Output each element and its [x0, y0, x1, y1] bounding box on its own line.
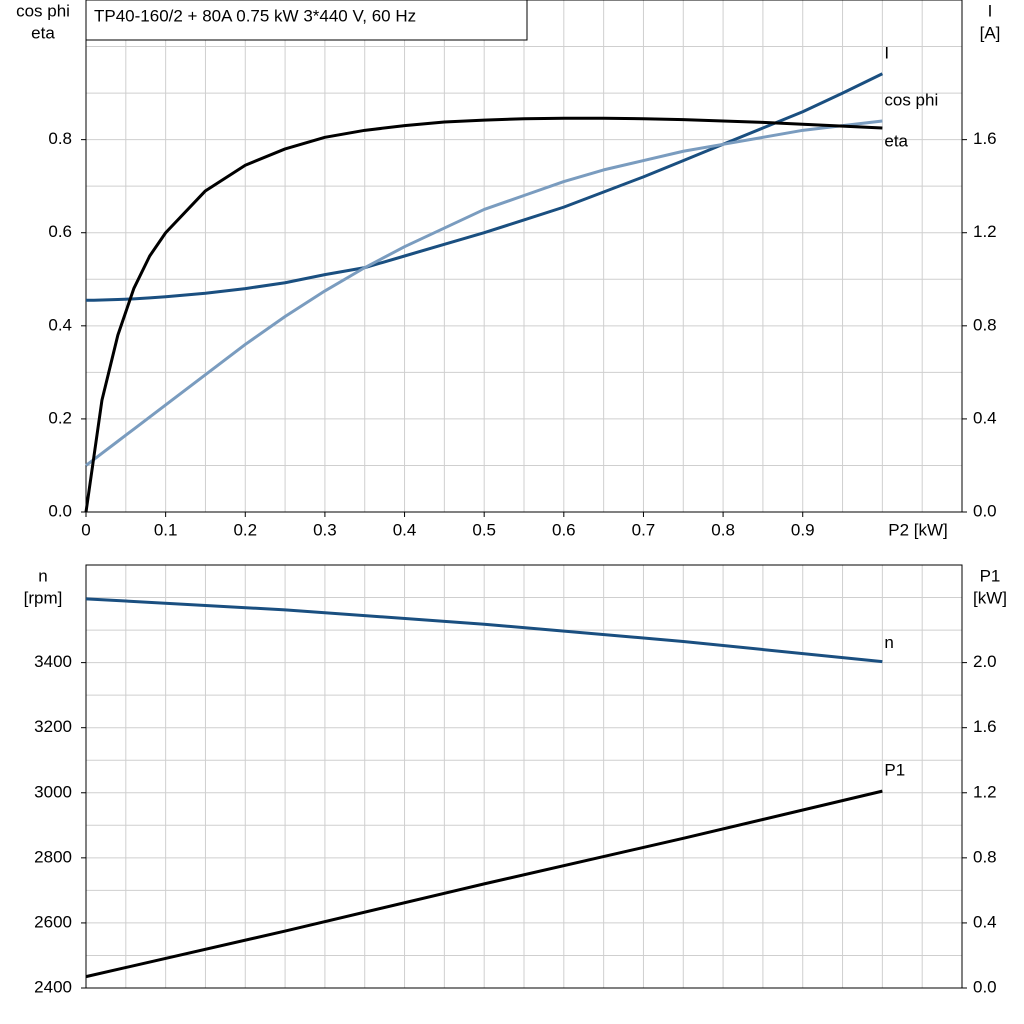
series-label: I	[884, 43, 889, 62]
y2-tick-label: 0.8	[973, 847, 997, 866]
y-tick-label: 0.8	[48, 129, 72, 148]
y2-axis-label: P1	[980, 566, 1001, 585]
series-label: cos phi	[884, 91, 938, 110]
y-axis-label: cos phi	[16, 1, 70, 20]
chart-title: TP40-160/2 + 80A 0.75 kW 3*440 V, 60 Hz	[94, 6, 416, 25]
x-axis-label: P2 [kW]	[888, 520, 948, 539]
series-label: n	[884, 633, 893, 652]
x-tick-label: 0.6	[552, 520, 576, 539]
x-tick-label: 0.4	[393, 520, 417, 539]
plot-frame	[85, 564, 963, 989]
y-tick-label: 0.6	[48, 222, 72, 241]
y-tick-label: 0.4	[48, 315, 72, 334]
x-tick-label: 0.3	[313, 520, 337, 539]
y-tick-label: 0.0	[48, 501, 72, 520]
x-tick-label: 0.9	[791, 520, 815, 539]
y-tick-label: 3200	[34, 717, 72, 736]
y2-tick-label: 0.8	[973, 315, 997, 334]
y-tick-label: 3400	[34, 652, 72, 671]
y-tick-label: 2400	[34, 977, 72, 996]
series-line	[84, 116, 883, 513]
y2-axis-label: [kW]	[973, 588, 1007, 607]
series-label: P1	[884, 761, 905, 780]
x-tick-label: 0.8	[711, 520, 735, 539]
y2-tick-label: 2.0	[973, 652, 997, 671]
x-tick-label: 0.2	[233, 520, 257, 539]
series-label: eta	[884, 131, 908, 150]
y2-tick-label: 0.0	[973, 977, 997, 996]
x-tick-label: 0.7	[632, 520, 656, 539]
series-line	[85, 597, 883, 664]
y2-tick-label: 0.4	[973, 408, 997, 427]
y2-tick-label: 1.2	[973, 782, 997, 801]
y-axis-label: eta	[31, 23, 55, 42]
x-tick-label: 0.1	[154, 520, 178, 539]
y-axis-label: [rpm]	[24, 588, 63, 607]
y2-tick-label: 0.4	[973, 912, 997, 931]
y2-tick-label: 1.6	[973, 717, 997, 736]
plot-frame	[85, 0, 963, 513]
y-tick-label: 2600	[34, 912, 72, 931]
x-tick-label: 0	[81, 520, 90, 539]
y2-tick-label: 0.0	[973, 501, 997, 520]
y2-tick-label: 1.2	[973, 222, 997, 241]
y-axis-label: n	[38, 566, 47, 585]
y-tick-label: 2800	[34, 847, 72, 866]
y2-tick-label: 1.6	[973, 129, 997, 148]
y-tick-label: 0.2	[48, 408, 72, 427]
x-tick-label: 0.5	[472, 520, 496, 539]
title-box	[85, 0, 528, 41]
series-line	[85, 119, 883, 467]
y2-axis-label: I	[988, 1, 993, 20]
y-tick-label: 3000	[34, 782, 72, 801]
series-line	[85, 789, 883, 979]
y2-axis-label: [A]	[980, 23, 1001, 42]
